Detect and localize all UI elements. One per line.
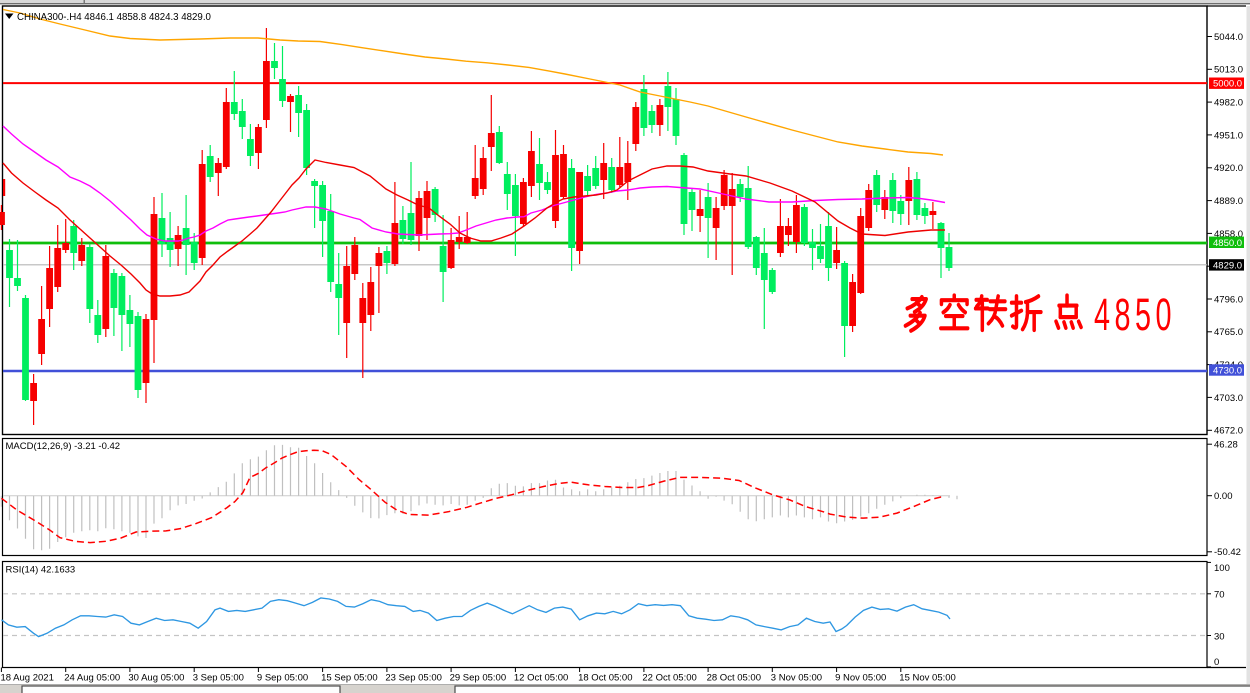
svg-text:30 Aug 05:00: 30 Aug 05:00 (128, 673, 184, 684)
svg-text:4850.0: 4850.0 (1213, 238, 1242, 249)
svg-text:4889.0: 4889.0 (1214, 196, 1243, 207)
svg-text:4730.0: 4730.0 (1213, 366, 1242, 377)
svg-text:28 Oct 05:00: 28 Oct 05:00 (707, 673, 761, 684)
svg-text:9 Nov 05:00: 9 Nov 05:00 (835, 673, 886, 684)
svg-text:46.28: 46.28 (1214, 440, 1238, 451)
svg-text:4850: 4850 (1094, 291, 1176, 341)
svg-text:18 Aug 2021: 18 Aug 2021 (1, 673, 54, 684)
svg-text:30: 30 (1214, 631, 1225, 642)
svg-text:100: 100 (1214, 563, 1230, 574)
svg-text:22 Oct 05:00: 22 Oct 05:00 (642, 673, 696, 684)
svg-text:0: 0 (1214, 657, 1219, 668)
svg-text:4982.0: 4982.0 (1214, 98, 1243, 109)
svg-text:-50.42: -50.42 (1214, 547, 1241, 558)
svg-text:12 Oct 05:00: 12 Oct 05:00 (514, 673, 568, 684)
svg-text:4672.0: 4672.0 (1214, 426, 1243, 437)
svg-text:24 Aug 05:00: 24 Aug 05:00 (64, 673, 120, 684)
svg-text:4920.0: 4920.0 (1214, 163, 1243, 174)
svg-text:3 Sep 05:00: 3 Sep 05:00 (193, 673, 244, 684)
svg-text:4858.0: 4858.0 (1214, 229, 1243, 240)
svg-text:4703.0: 4703.0 (1214, 393, 1243, 404)
svg-text:4951.0: 4951.0 (1214, 130, 1243, 141)
svg-text:3 Nov 05:00: 3 Nov 05:00 (771, 673, 822, 684)
svg-text:15 Sep 05:00: 15 Sep 05:00 (321, 673, 378, 684)
svg-text:5000.0: 5000.0 (1213, 79, 1242, 90)
svg-text:5013.0: 5013.0 (1214, 65, 1243, 76)
svg-text:4796.0: 4796.0 (1214, 294, 1243, 305)
svg-text:0.00: 0.00 (1214, 491, 1233, 502)
svg-text:18 Oct 05:00: 18 Oct 05:00 (578, 673, 632, 684)
svg-text:5044.0: 5044.0 (1214, 32, 1243, 43)
svg-text:29 Sep 05:00: 29 Sep 05:00 (450, 673, 507, 684)
svg-text:15 Nov 05:00: 15 Nov 05:00 (899, 673, 956, 684)
svg-text:70: 70 (1214, 590, 1225, 601)
svg-text:4765.0: 4765.0 (1214, 327, 1243, 338)
svg-text:RSI(14) 42.1633: RSI(14) 42.1633 (6, 565, 76, 576)
svg-text:4829.0: 4829.0 (1213, 260, 1242, 271)
svg-text:9 Sep 05:00: 9 Sep 05:00 (257, 673, 308, 684)
svg-text:23 Sep 05:00: 23 Sep 05:00 (385, 673, 442, 684)
svg-text:CHINA300-.H4 4846.1 4858.8 48: CHINA300-.H4 4846.1 4858.8 4824.3 4829.0 (17, 12, 212, 23)
svg-text:MACD(12,26,9) -3.21 -0.42: MACD(12,26,9) -3.21 -0.42 (6, 441, 121, 452)
